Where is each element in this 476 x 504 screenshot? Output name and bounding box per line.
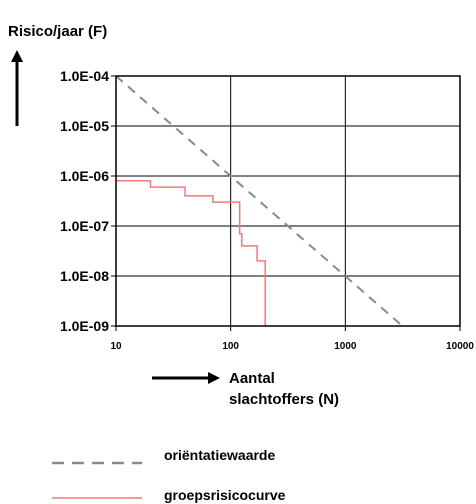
- legend-item-groepsrisicocurve: groepsrisicocurve: [52, 487, 286, 503]
- tick-labels: 1.0E-04 1.0E-05 1.0E-06 1.0E-07 1.0E-08 1.0E-…: [60, 68, 474, 352]
- x-tick-label: 10000: [446, 341, 474, 352]
- x-tick-label: 1000: [334, 341, 357, 352]
- axes: [111, 75, 461, 331]
- x-tick-label: 10: [110, 341, 122, 352]
- y-tick-label: 1.0E-09: [60, 318, 109, 334]
- x-axis-title-line1: Aantal: [229, 370, 275, 387]
- series-line-groepsrisicocurve: [116, 180, 266, 326]
- x-axis-title-line2: slachtoffers (N): [229, 391, 339, 408]
- x-tick-label: 100: [222, 341, 239, 352]
- plot-frame: [115, 75, 461, 327]
- y-axis-arrow: [11, 50, 23, 126]
- legend-label-groepsrisicocurve: groepsrisicocurve: [164, 487, 286, 503]
- legend: oriëntatiewaarde groepsrisicocurve: [52, 447, 286, 503]
- legend-item-orientatiewaarde: oriëntatiewaarde: [52, 447, 275, 465]
- series-layer: [115, 75, 401, 326]
- series-line-orientatiewaarde: [115, 75, 401, 325]
- y-tick-label: 1.0E-04: [60, 68, 109, 84]
- x-axis-arrow: [152, 372, 220, 384]
- legend-label-orientatiewaarde: oriëntatiewaarde: [164, 447, 275, 463]
- grid-lines: [116, 76, 460, 326]
- y-axis-title: Risico/jaar (F): [8, 23, 107, 40]
- y-tick-label: 1.0E-08: [60, 268, 109, 284]
- y-tick-label: 1.0E-07: [60, 218, 109, 234]
- y-tick-label: 1.0E-05: [60, 118, 109, 134]
- y-tick-label: 1.0E-06: [60, 168, 109, 184]
